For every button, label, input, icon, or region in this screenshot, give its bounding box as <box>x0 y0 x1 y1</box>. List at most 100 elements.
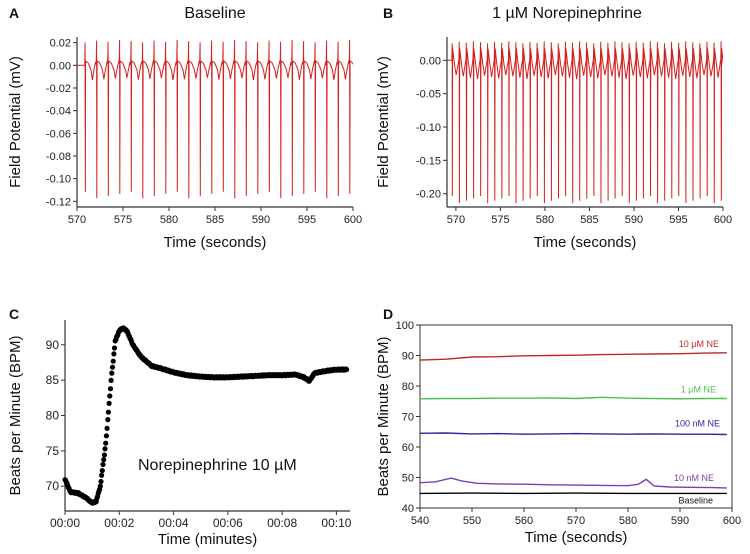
panel-a: A Baseline 570 575 580 585 590 595 600 0.02 0.00 -0… <box>7 5 362 251</box>
x-axis-label-d: Time (seconds) <box>525 529 628 546</box>
x-tick-label: 595 <box>669 214 687 226</box>
data-point <box>109 370 115 376</box>
y-tick-label: 0.00 <box>50 60 71 72</box>
data-point <box>106 400 112 406</box>
data-point <box>107 393 113 399</box>
panel-letter-d: D <box>383 306 393 322</box>
x-tick-label: 600 <box>344 214 362 226</box>
x-tick-label: 585 <box>580 214 598 226</box>
y-tick-label: -0.04 <box>46 106 71 118</box>
data-point <box>104 425 110 431</box>
series-label-2: 100 nM NE <box>675 419 720 429</box>
x-tick-label: 570 <box>447 214 465 226</box>
y-tick-label: -0.10 <box>46 174 71 186</box>
annotation-norepinephrine: Norepinephrine 10 µM <box>138 457 297 474</box>
y-axis-label-a: Field Potential (mV) <box>7 56 24 188</box>
panel-c: C 00:00 00:02 00:04 00:06 00:08 00:10 70 75 80 85 9… <box>7 306 352 548</box>
data-point <box>107 386 114 392</box>
y-axis-label-c: Beats per Minute (BPM) <box>7 335 24 495</box>
data-point <box>344 366 350 373</box>
y-axis-label-d: Beats per Minute (BPM) <box>375 336 392 496</box>
data-point <box>103 440 109 446</box>
chart-title-b: 1 µM Norepinephrine <box>492 5 642 22</box>
y-tick-label: -0.20 <box>416 189 441 201</box>
data-point <box>97 483 103 489</box>
series-label-3: 10 nM NE <box>674 473 714 483</box>
data-point <box>109 364 116 370</box>
x-tick-label: 595 <box>298 214 316 226</box>
x-tick-label: 590 <box>625 214 643 226</box>
series-line-1 <box>419 396 727 400</box>
panel-letter-a: A <box>9 5 19 21</box>
series-line-3 <box>419 477 727 489</box>
y-tick-label: -0.06 <box>46 128 71 140</box>
x-tick-label: 00:08 <box>267 516 297 530</box>
data-point <box>103 433 109 439</box>
x-tick-label: 00:04 <box>159 516 189 530</box>
x-tick-label: 590 <box>252 214 270 226</box>
panel-d: D 540 550 560 570 580 590 600 40 50 60 70 80 90 100 Tim… <box>375 306 741 546</box>
y-tick-label: -0.02 <box>46 83 71 95</box>
y-axis-label-b: Field Potential (mV) <box>375 56 392 188</box>
x-tick-label: 00:10 <box>321 516 351 530</box>
y-tick-label: -0.12 <box>46 196 71 208</box>
y-tick-label: 80 <box>46 409 60 423</box>
series-label-4: Baseline <box>678 495 713 505</box>
y-tick-label: 0.02 <box>50 38 71 50</box>
x-tick-label: 540 <box>411 515 429 527</box>
bpm-dots <box>62 325 350 506</box>
data-point <box>105 409 111 415</box>
data-point <box>111 351 117 357</box>
x-tick-label: 585 <box>206 214 224 226</box>
chart-title-a: Baseline <box>184 5 245 22</box>
y-tick-label: -0.15 <box>416 155 441 167</box>
data-point <box>101 452 107 458</box>
x-tick-label: 00:00 <box>50 516 80 530</box>
data-point <box>108 377 114 383</box>
data-point <box>111 345 118 351</box>
y-tick-label: -0.10 <box>416 122 441 134</box>
x-tick-label: 575 <box>114 214 132 226</box>
data-point <box>100 461 106 468</box>
y-tick-label: 40 <box>402 503 414 515</box>
data-point <box>110 358 116 364</box>
x-axis-label-b: Time (seconds) <box>534 234 637 251</box>
y-tick-label: 100 <box>396 320 414 332</box>
y-tick-label: 85 <box>46 373 60 387</box>
x-tick-label: 580 <box>160 214 178 226</box>
panel-letter-b: B <box>383 5 393 21</box>
x-tick-label: 570 <box>68 214 86 226</box>
x-tick-label: 00:02 <box>104 516 134 530</box>
data-point <box>101 457 107 463</box>
y-tick-label: 50 <box>402 473 414 485</box>
x-axis-label-a: Time (seconds) <box>164 234 267 251</box>
series-line-2 <box>419 432 727 436</box>
y-tick-label: -0.05 <box>416 89 441 101</box>
panel-b: B 1 µM Norepinephrine 570 575 580 585 590 595 60… <box>375 5 732 251</box>
y-tick-label: 75 <box>46 444 60 458</box>
y-tick-label: 80 <box>402 381 414 393</box>
x-tick-label: 600 <box>714 214 732 226</box>
data-point <box>99 468 105 474</box>
y-tick-label: -0.08 <box>46 151 71 163</box>
panel-letter-c: C <box>9 306 19 322</box>
x-tick-label: 575 <box>491 214 509 226</box>
x-axis-label-c: Time (minutes) <box>158 531 257 548</box>
x-tick-label: 580 <box>619 515 637 527</box>
x-tick-label: 580 <box>536 214 554 226</box>
series-label-0: 10 µM NE <box>679 339 719 349</box>
x-tick-label: 550 <box>463 515 481 527</box>
field-potential-trace-a <box>77 39 353 199</box>
data-point <box>102 446 108 452</box>
series-label-1: 1 µM NE <box>681 385 716 395</box>
data-point <box>98 478 104 485</box>
y-tick-label: 60 <box>402 442 414 454</box>
series-line-0 <box>419 352 727 361</box>
x-tick-label: 600 <box>723 515 741 527</box>
y-tick-label: 0.00 <box>420 55 441 67</box>
data-point <box>105 417 111 423</box>
x-tick-label: 00:06 <box>213 516 243 530</box>
y-tick-label: 70 <box>46 479 60 493</box>
data-point <box>99 472 105 478</box>
